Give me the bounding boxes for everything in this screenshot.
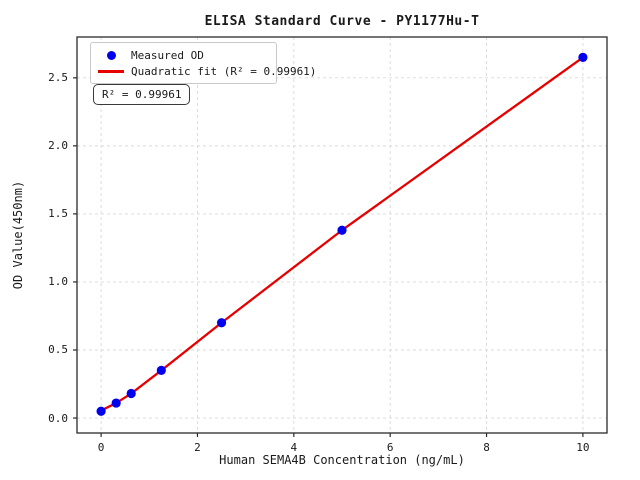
y-tick-label: 1.0	[48, 275, 68, 289]
data-point	[126, 388, 136, 399]
x-tick-label: 8	[483, 441, 490, 454]
r-squared-annotation: R² = 0.99961	[93, 84, 191, 105]
x-tick-label: 2	[194, 441, 201, 454]
legend: Measured OD Quadratic fit (R² = 0.99961)	[90, 42, 316, 84]
x-tick-label: 10	[576, 441, 590, 454]
legend-entry-measured-od: Measured OD	[98, 47, 268, 63]
data-point	[216, 318, 227, 328]
y-axis-label: OD Value(450nm)	[11, 180, 25, 290]
legend-dot-marker	[98, 50, 124, 60]
data-point	[337, 225, 347, 235]
y-tick-label: 0.5	[48, 343, 68, 357]
axes-border	[76, 36, 608, 434]
legend-entry-quadratic-fit: Quadratic fit (R² = 0.99961)	[98, 63, 316, 79]
y-tick-label: 2.0	[48, 139, 68, 153]
data-point	[156, 365, 166, 376]
x-tick-label: 0	[97, 441, 105, 454]
data-point	[578, 52, 588, 63]
chart-title: ELISA Standard Curve - PY1177Hu-T	[204, 14, 480, 29]
data-point	[111, 398, 121, 408]
x-axis-label: Human SEMA4B Concentration (ng/mL)	[219, 453, 465, 467]
legend-label: Measured OD	[131, 48, 204, 62]
y-tick-label: 0.0	[48, 411, 68, 425]
data-point	[96, 406, 106, 416]
legend-line-marker	[98, 69, 124, 73]
y-tick-label: 1.5	[48, 207, 68, 221]
x-tick-label: 4	[290, 441, 298, 454]
y-tick-label: 2.5	[48, 71, 68, 85]
legend-label: Quadratic fit (R² = 0.99961)	[131, 64, 317, 78]
x-tick-label: 6	[386, 441, 394, 454]
